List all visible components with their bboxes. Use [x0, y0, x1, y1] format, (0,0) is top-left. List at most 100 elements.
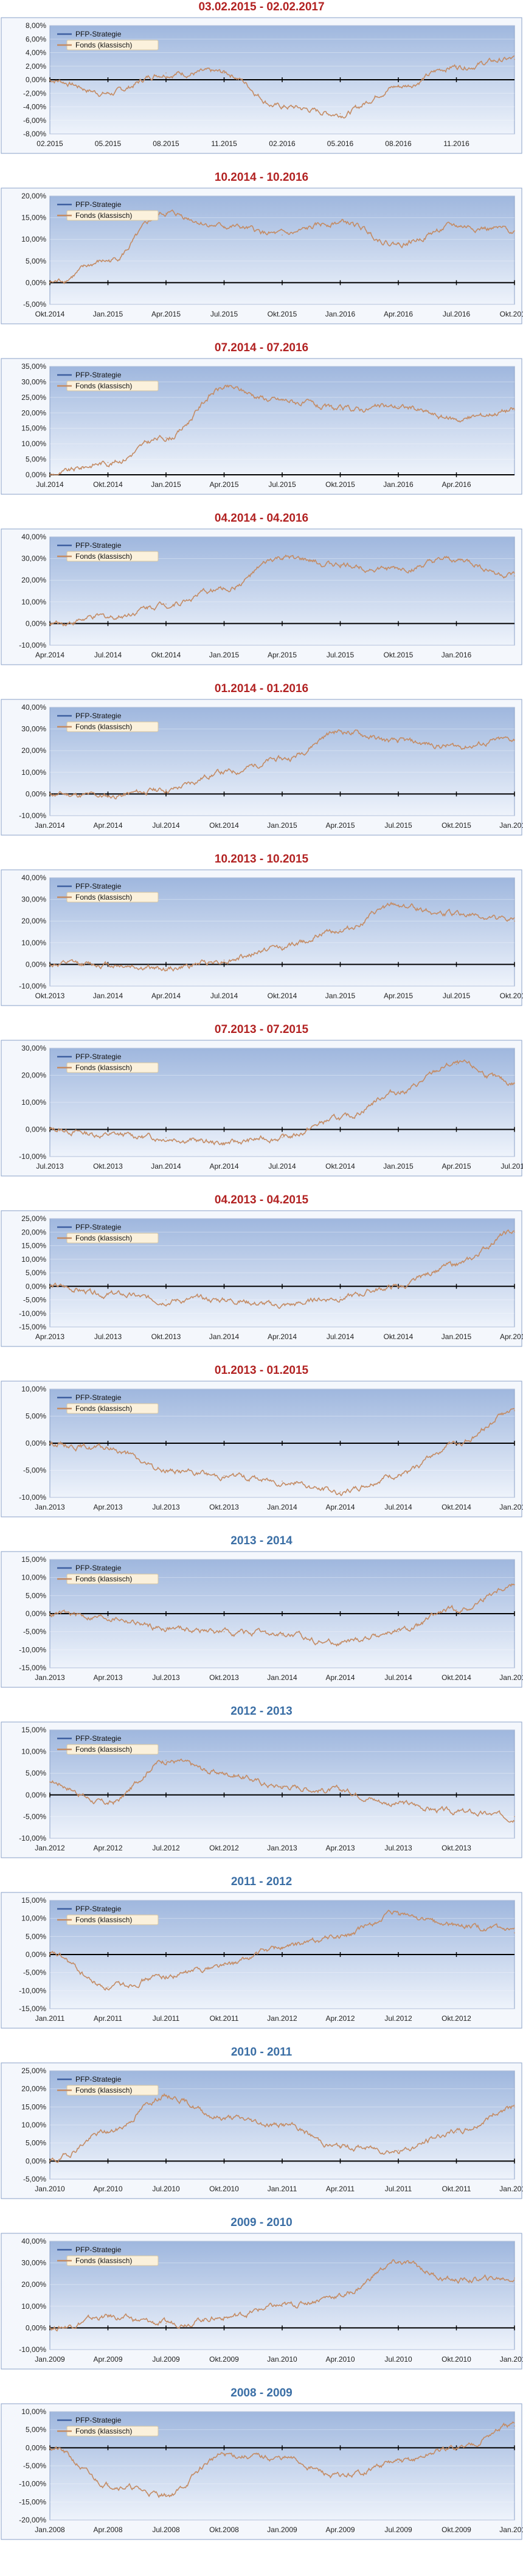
data-point — [49, 1286, 50, 1287]
y-tick-label: 15,00% — [21, 1896, 46, 1905]
legend-label-fonds: Fonds (klassisch) — [75, 382, 132, 390]
data-point — [223, 226, 225, 227]
x-tick-label: Apr.2010 — [93, 2185, 122, 2193]
data-point — [282, 1480, 283, 1482]
x-tick-label: 05.2016 — [327, 139, 354, 148]
data-point — [165, 968, 167, 970]
y-tick-label: 0,00% — [26, 75, 46, 84]
x-tick-label: Apr.2013 — [93, 1503, 122, 1511]
y-tick-label: 5,00% — [26, 2139, 46, 2147]
line-chart-svg: 25,00% 20,00% 15,00% 10,00% 5,00% 0,00% -5,00%… — [1, 1210, 523, 1347]
x-tick-label: Apr.2014 — [325, 1503, 355, 1511]
y-tick-label: 2,00% — [26, 62, 46, 71]
x-tick-label: Jan.2016 — [325, 310, 356, 318]
x-tick-label: Apr.2015 — [209, 480, 238, 489]
y-tick-label: 20,00% — [21, 746, 46, 755]
legend-label-fonds: Fonds (klassisch) — [75, 1745, 132, 1754]
data-point — [514, 1231, 515, 1233]
y-tick-label: -10,00% — [19, 641, 46, 649]
y-tick-label: 0,00% — [26, 1282, 46, 1290]
data-point — [282, 947, 283, 948]
data-point — [49, 623, 50, 625]
legend-label-fonds: Fonds (klassisch) — [75, 1916, 132, 1924]
data-point — [223, 1631, 225, 1633]
chart-title: 2012 - 2013 — [230, 1705, 293, 1718]
x-tick-label: Okt.2013 — [93, 1162, 123, 1171]
y-tick-label: 20,00% — [21, 576, 46, 584]
data-point — [514, 1410, 515, 1412]
x-tick-label: Apr.2009 — [93, 2355, 122, 2364]
series-line-fonds — [49, 1909, 515, 1991]
y-tick-label: -6,00% — [23, 116, 46, 125]
y-tick-label: 0,00% — [26, 1609, 46, 1618]
data-point — [107, 461, 109, 463]
data-point — [107, 796, 109, 797]
y-tick-label: 5,00% — [26, 2426, 46, 2434]
line-chart-svg: 8,00% 6,00% 4,00% 2,00% 0,00% -2,00% -4,00% -6,… — [1, 17, 522, 154]
data-point — [514, 2277, 515, 2279]
data-point — [339, 221, 341, 223]
x-tick-label: Apr.2013 — [325, 1844, 355, 1852]
data-point — [223, 1475, 225, 1477]
x-tick-label: Jul.2010 — [152, 2185, 180, 2193]
x-tick-label: Jan.2009 — [267, 2525, 297, 2534]
y-tick-label: 40,00% — [21, 703, 46, 712]
y-tick-label: 0,00% — [26, 1950, 46, 1959]
x-tick-label: Apr.2016 — [442, 480, 471, 489]
x-tick-label: Jul.2010 — [384, 2355, 412, 2364]
data-point — [455, 65, 457, 67]
y-tick-label: 10,00% — [21, 1385, 46, 1393]
x-tick-label: 11.2015 — [211, 139, 237, 148]
y-tick-label: 10,00% — [21, 2407, 46, 2416]
x-tick-label: Jan.2012 — [499, 2185, 523, 2193]
x-tick-label: Jul.2015 — [384, 821, 412, 830]
y-tick-label: 25,00% — [21, 393, 46, 402]
legend-label-pfp: PFP-Strategie — [75, 712, 122, 720]
line-chart-svg: 10,00% 5,00% 0,00% -5,00% -10,00%Jan.2013 Apr… — [1, 1381, 523, 1517]
x-tick-label: Apr.2012 — [325, 2014, 355, 2023]
x-tick-label: Okt.2015 — [500, 992, 523, 1000]
y-tick-label: -15,00% — [19, 2004, 46, 2013]
data-point — [339, 409, 341, 410]
x-tick-label: Okt.2014 — [93, 480, 123, 489]
x-tick-label: Apr.2014 — [93, 821, 122, 830]
data-point — [514, 58, 515, 60]
y-tick-label: 5,00% — [26, 1269, 46, 1277]
data-point — [398, 1914, 399, 1916]
y-tick-label: -10,00% — [19, 1645, 46, 1654]
data-point — [165, 2095, 167, 2097]
legend-label-fonds: Fonds (klassisch) — [75, 2086, 132, 2095]
y-tick-label: -15,00% — [19, 1323, 46, 1331]
x-tick-label: Apr.2015 — [325, 821, 355, 830]
y-tick-label: 0,00% — [26, 789, 46, 798]
legend-label-pfp: PFP-Strategie — [75, 2416, 122, 2424]
y-tick-label: 30,00% — [21, 1044, 46, 1052]
x-tick-label: Jan.2015 — [209, 651, 240, 659]
data-point — [223, 1142, 225, 1144]
data-point — [282, 1304, 283, 1306]
data-point — [165, 2494, 167, 2496]
series-line-fonds — [50, 384, 515, 475]
y-tick-label: 20,00% — [21, 408, 46, 417]
data-point — [165, 1760, 167, 1761]
y-tick-label: -10,00% — [19, 1986, 46, 1995]
x-tick-label: Okt.2015 — [325, 480, 355, 489]
line-chart-svg: 15,00% 10,00% 5,00% 0,00% -5,00% -10,00% -15,0… — [1, 1551, 523, 1688]
line-chart-svg: 15,00% 10,00% 5,00% 0,00% -5,00% -10,00% -15,0… — [1, 1892, 522, 2029]
x-tick-label: 05.2015 — [95, 139, 122, 148]
y-tick-label: 30,00% — [21, 377, 46, 386]
data-point — [514, 1932, 515, 1934]
data-point — [398, 569, 399, 570]
data-point — [49, 1443, 50, 1444]
data-point — [398, 2262, 399, 2264]
x-tick-label: Jan.2014 — [93, 992, 123, 1000]
y-tick-label: 0,00% — [26, 960, 46, 968]
x-tick-label: Okt.2008 — [209, 2525, 239, 2534]
y-tick-label: -10,00% — [19, 1152, 46, 1161]
line-chart-svg: 15,00%10,00%5,00%0,00%-5,00%-10,00%Jan.2… — [1, 1721, 522, 1858]
data-point — [339, 564, 341, 566]
data-point — [223, 2316, 225, 2318]
x-tick-label: Apr.2013 — [93, 1673, 122, 1682]
data-point — [398, 1286, 399, 1287]
